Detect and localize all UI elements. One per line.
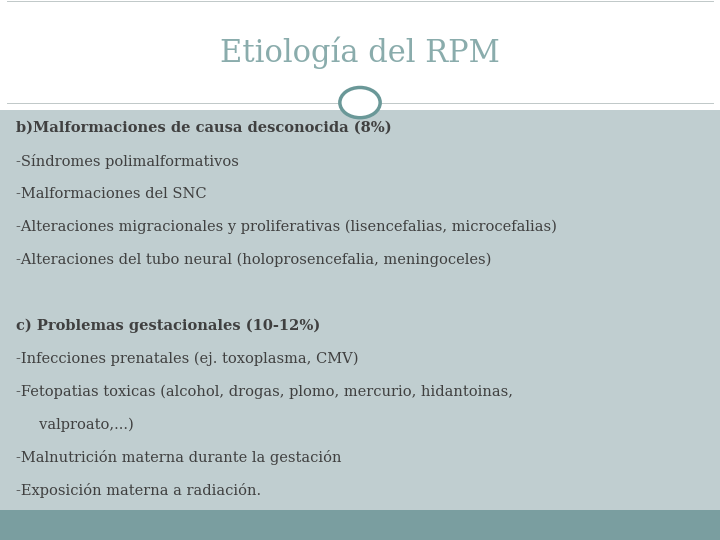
Text: -Malformaciones del SNC: -Malformaciones del SNC [16,187,207,201]
Text: valproato,...): valproato,...) [16,417,134,432]
Text: -Síndromes polimalformativos: -Síndromes polimalformativos [16,154,239,169]
Text: -Fetopatias toxicas (alcohol, drogas, plomo, mercurio, hidantoinas,: -Fetopatias toxicas (alcohol, drogas, pl… [16,384,513,399]
Text: c) Problemas gestacionales (10-12%): c) Problemas gestacionales (10-12%) [16,319,320,333]
FancyBboxPatch shape [0,0,720,105]
FancyBboxPatch shape [0,510,720,540]
Text: b)Malformaciones de causa desconocida (8%): b)Malformaciones de causa desconocida (8… [16,121,392,135]
Text: -Alteraciones migracionales y proliferativas (lisencefalias, microcefalias): -Alteraciones migracionales y proliferat… [16,220,557,234]
Text: -Malnutrición materna durante la gestación: -Malnutrición materna durante la gestaci… [16,450,341,465]
Text: -Infecciones prenatales (ej. toxoplasma, CMV): -Infecciones prenatales (ej. toxoplasma,… [16,352,359,366]
Text: -Exposición materna a radiación.: -Exposición materna a radiación. [16,483,261,498]
FancyBboxPatch shape [0,110,720,510]
Circle shape [340,87,380,118]
Text: -Alteraciones del tubo neural (holoprosencefalia, meningoceles): -Alteraciones del tubo neural (holoprose… [16,253,491,267]
Text: Etiología del RPM: Etiología del RPM [220,36,500,69]
